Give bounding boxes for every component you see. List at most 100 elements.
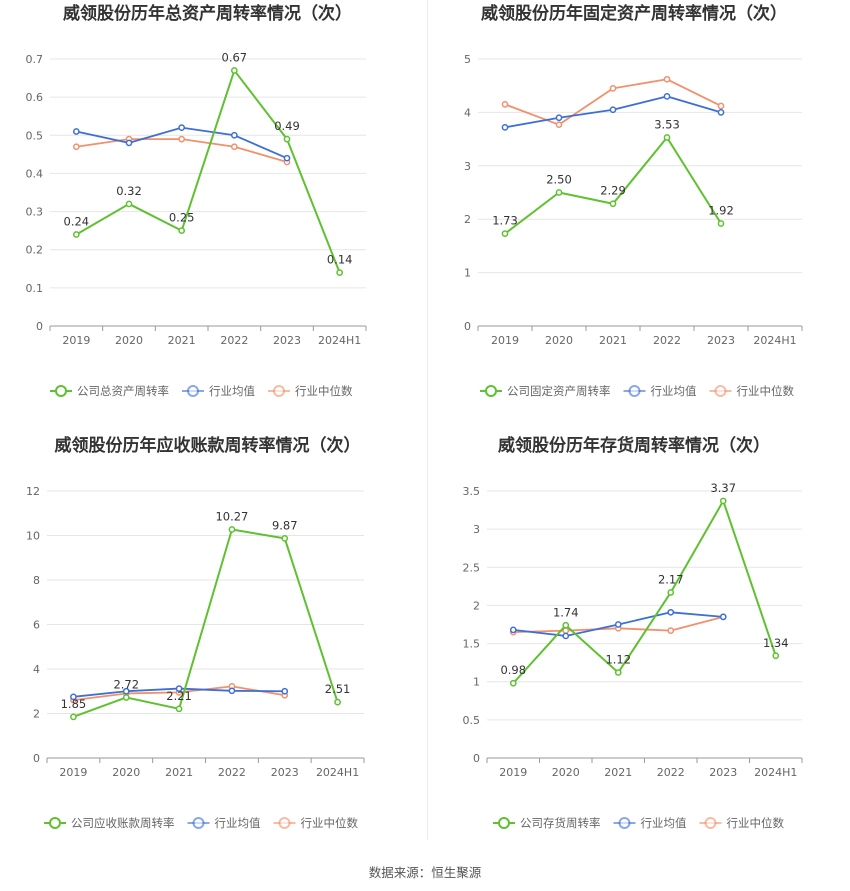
data-point-company	[230, 67, 238, 74]
legend-marker-icon	[498, 817, 510, 829]
legend-label: 行业中位数	[301, 816, 359, 830]
data-point-avg	[509, 626, 517, 634]
y-tick-label: 0.5	[463, 714, 481, 727]
data-point-avg	[663, 93, 671, 100]
legend-label: 行业均值	[641, 816, 687, 830]
legend-item-avg[interactable]: 行业均值	[623, 384, 697, 398]
data-point-median	[501, 101, 509, 108]
data-point-company	[609, 200, 617, 208]
data-point-company	[562, 621, 570, 629]
y-tick-label: 0	[36, 320, 43, 333]
legend-item-company[interactable]: 公司存货周转率	[493, 816, 601, 830]
data-label: 2.51	[325, 682, 351, 696]
series-line-company	[512, 499, 777, 684]
data-label: 1.74	[553, 605, 579, 619]
data-label: 10.27	[215, 509, 248, 523]
legend-label: 行业中位数	[727, 816, 785, 830]
legend-item-company[interactable]: 公司总资产周转率	[50, 384, 169, 398]
data-point-company	[175, 705, 183, 713]
x-tick-label: 2020	[115, 334, 143, 347]
x-tick-label: 2024H1	[754, 766, 797, 779]
data-point-avg	[228, 687, 236, 695]
series-line-company	[75, 69, 341, 273]
x-tick-label: 2023	[271, 766, 299, 779]
x-tick-label: 2020	[552, 766, 580, 779]
data-point-avg	[283, 154, 291, 162]
data-label: 0.32	[116, 184, 142, 198]
legend-item-median[interactable]: 行业中位数	[709, 384, 795, 398]
data-label: 9.87	[272, 518, 298, 532]
y-tick-label: 4	[33, 663, 40, 676]
data-point-company	[772, 652, 780, 660]
y-tick-label: 1	[464, 267, 471, 280]
data-point-avg	[667, 608, 675, 616]
y-tick-label: 0.1	[26, 282, 44, 295]
y-tick-label: 12	[26, 485, 40, 498]
legend-item-median[interactable]: 行业中位数	[273, 816, 359, 830]
x-tick-label: 2023	[707, 334, 735, 347]
data-label: 3.53	[654, 117, 680, 131]
legend-label: 公司总资产周转率	[77, 384, 169, 398]
data-point-company	[70, 713, 77, 721]
legend-item-company[interactable]: 公司固定资产周转率	[480, 384, 611, 398]
x-tick-label: 2022	[657, 766, 685, 779]
chart-title: 威领股份历年总资产周转率情况（次）	[63, 3, 352, 24]
data-label: 2.50	[546, 173, 572, 187]
legend-marker-icon	[49, 817, 61, 829]
chart-title: 威领股份历年应收账款周转率情况（次）	[55, 435, 361, 456]
data-label: 3.37	[710, 481, 736, 495]
legend-item-avg[interactable]: 行业均值	[613, 816, 687, 830]
data-label: 0.98	[500, 663, 526, 677]
data-label: 0.67	[222, 50, 248, 64]
data-point-median	[667, 627, 675, 634]
legend-marker-icon	[628, 385, 641, 397]
data-label: 1.92	[708, 203, 734, 217]
x-tick-label: 2019	[59, 766, 87, 779]
chart-panel-fixed-asset-turnover: 威领股份历年固定资产周转率情况（次） 0 1 2 3 4 5 2019 2020 2021 2022…	[428, 0, 850, 420]
x-tick-label: 2020	[545, 334, 573, 347]
data-point-company	[125, 200, 133, 208]
data-point-company	[122, 694, 130, 701]
y-tick-label: 0.6	[26, 91, 44, 104]
legend-item-median[interactable]: 行业中位数	[268, 384, 353, 398]
data-point-median	[609, 85, 617, 92]
data-label: 1.73	[492, 214, 518, 228]
legend-item-median[interactable]: 行业中位数	[699, 816, 785, 830]
x-tick-label: 2022	[653, 334, 681, 347]
data-point-avg	[562, 632, 570, 640]
legend-item-avg[interactable]: 行业均值	[182, 384, 255, 398]
y-tick-label: 1.5	[463, 638, 481, 651]
data-point-company	[509, 679, 517, 687]
y-tick-label: 2	[473, 599, 480, 612]
legend-marker-icon	[192, 817, 205, 829]
data-point-company	[555, 189, 563, 196]
x-tick-label: 2022	[220, 334, 248, 347]
legend-item-company[interactable]: 公司应收账款周转率	[44, 816, 175, 830]
data-source-note: 数据来源：恒生聚源	[368, 865, 482, 880]
legend-item-avg[interactable]: 行业均值	[187, 816, 261, 830]
chart-panel-inventory-turnover: 威领股份历年存货周转率情况（次） 0 0.5 1 1.5 2 2.5 3 3.5 2019 2020…	[428, 420, 850, 840]
x-tick-label: 2023	[273, 334, 301, 347]
legend-label: 行业均值	[651, 384, 697, 398]
data-point-company	[501, 230, 509, 237]
vertical-divider	[427, 0, 428, 840]
data-point-median	[717, 102, 725, 110]
data-label: 1.34	[763, 636, 789, 650]
y-tick-label: 2	[33, 708, 40, 721]
data-point-company	[614, 669, 622, 676]
legend-marker-icon	[485, 385, 497, 397]
y-tick-label: 2	[464, 213, 471, 226]
x-tick-label: 2021	[604, 766, 632, 779]
x-tick-label: 2024H1	[753, 334, 796, 347]
data-label: 1.12	[605, 653, 631, 667]
y-tick-label: 5	[464, 53, 471, 66]
data-point-median	[178, 135, 186, 143]
data-point-avg	[175, 685, 183, 692]
legend-label: 行业均值	[209, 384, 255, 398]
data-point-company	[281, 535, 289, 542]
data-label: 0.24	[64, 214, 90, 228]
y-tick-label: 0.5	[26, 129, 44, 142]
x-tick-label: 2022	[218, 766, 246, 779]
y-tick-label: 4	[464, 106, 471, 119]
y-tick-label: 3	[464, 160, 471, 173]
